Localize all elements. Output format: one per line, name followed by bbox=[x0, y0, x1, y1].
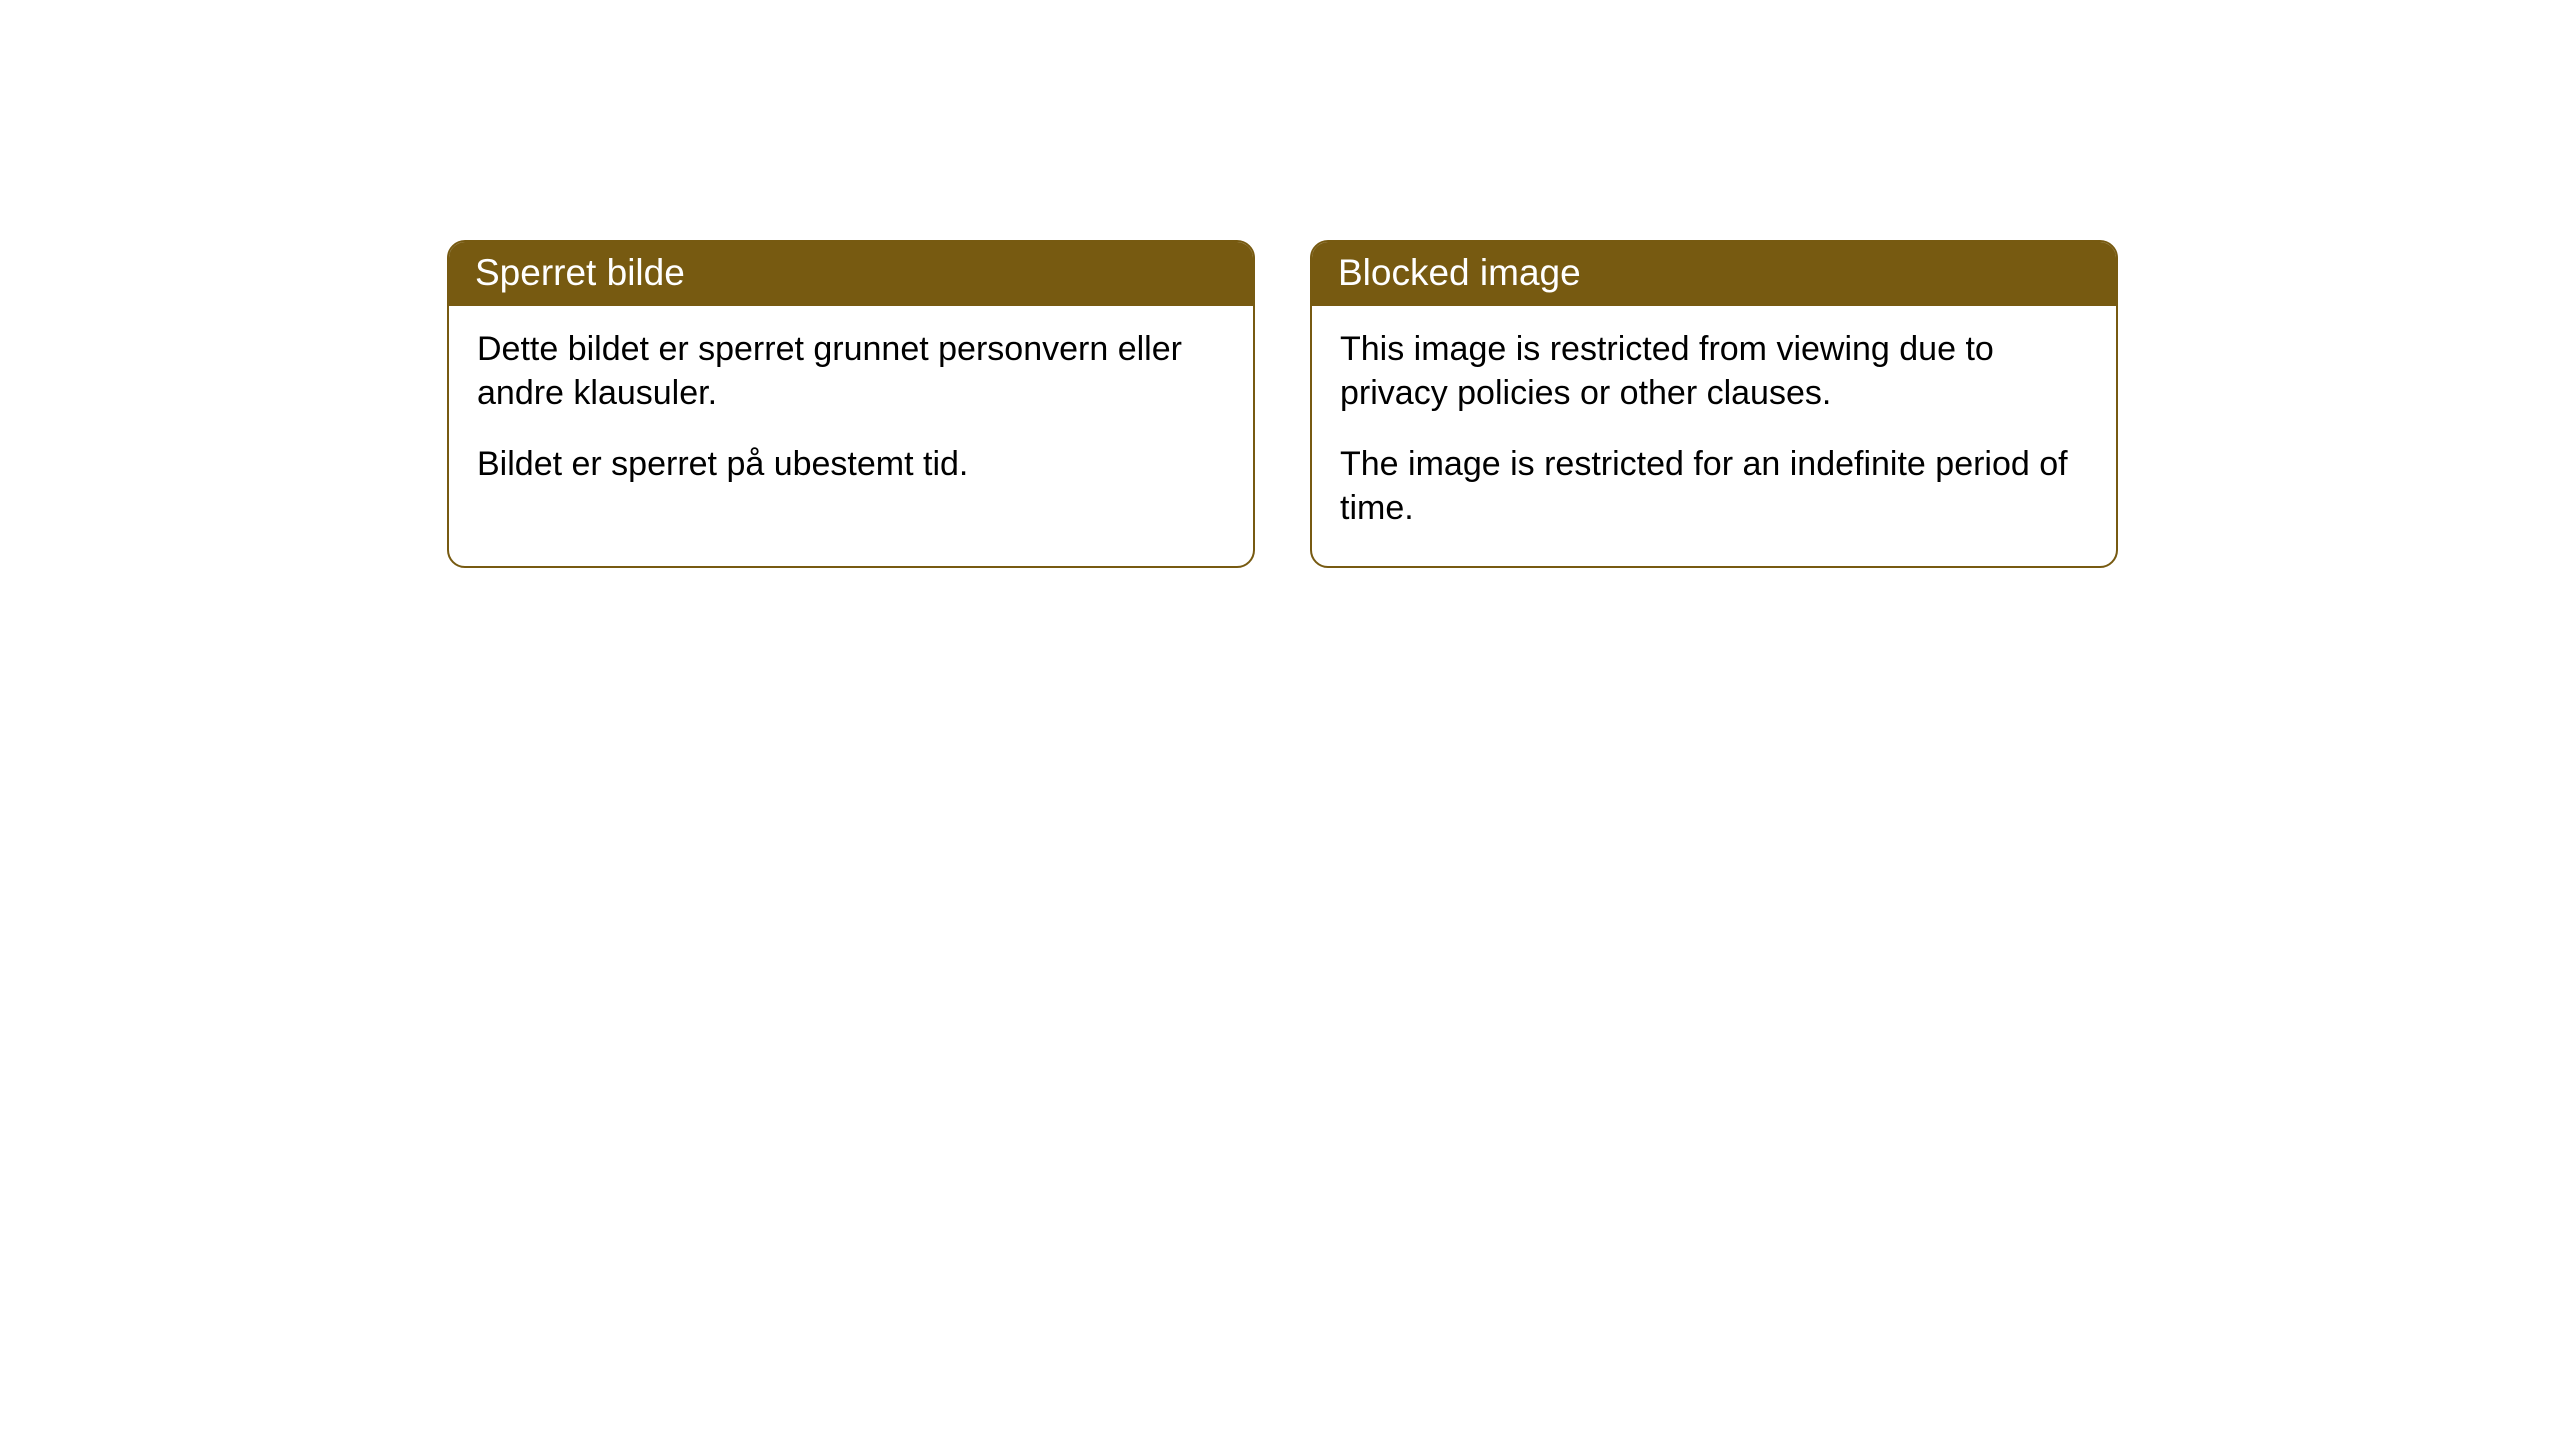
blocked-image-panel-en: Blocked image This image is restricted f… bbox=[1310, 240, 2118, 568]
panel-header-no: Sperret bilde bbox=[449, 242, 1253, 306]
panel-paragraph-no-2: Bildet er sperret på ubestemt tid. bbox=[477, 443, 1225, 487]
panel-body-no: Dette bildet er sperret grunnet personve… bbox=[449, 306, 1253, 523]
notice-panel-container: Sperret bilde Dette bildet er sperret gr… bbox=[447, 240, 2118, 568]
blocked-image-panel-no: Sperret bilde Dette bildet er sperret gr… bbox=[447, 240, 1255, 568]
panel-paragraph-en-2: The image is restricted for an indefinit… bbox=[1340, 443, 2088, 530]
panel-header-en: Blocked image bbox=[1312, 242, 2116, 306]
panel-paragraph-en-1: This image is restricted from viewing du… bbox=[1340, 328, 2088, 415]
panel-body-en: This image is restricted from viewing du… bbox=[1312, 306, 2116, 566]
panel-paragraph-no-1: Dette bildet er sperret grunnet personve… bbox=[477, 328, 1225, 415]
